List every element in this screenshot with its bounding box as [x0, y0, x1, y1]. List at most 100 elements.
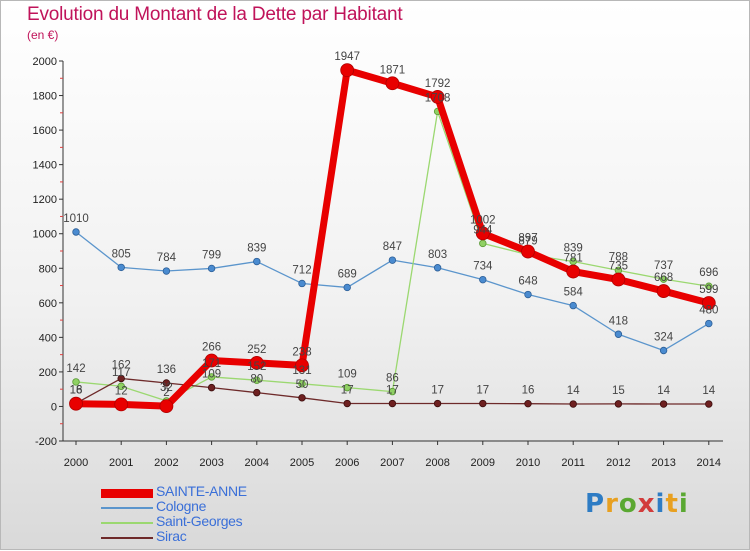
data-label-saint-georges: 737	[654, 260, 673, 272]
x-tick-label: 2006	[335, 457, 359, 469]
data-point-saint-georges	[479, 239, 487, 248]
legend-swatch	[101, 537, 153, 539]
data-point-sainte-anne	[385, 76, 400, 91]
data-label-sirac: 16	[522, 385, 535, 397]
data-label-saint-georges: 839	[564, 243, 583, 255]
data-point-cologne	[569, 301, 577, 310]
legend-swatch	[101, 522, 153, 524]
data-point-saint-georges	[705, 282, 713, 290]
y-tick-label: 1800	[33, 91, 57, 103]
y-tick-label: 800	[39, 263, 57, 275]
data-label-cologne: 803	[428, 249, 447, 261]
legend-label: Sirac	[156, 528, 187, 544]
series-cologne	[72, 228, 713, 355]
data-point-sainte-anne	[566, 264, 581, 279]
y-tick-label: 1600	[33, 125, 57, 137]
data-label-saint-georges: 152	[247, 361, 266, 373]
data-point-cologne	[117, 263, 125, 272]
data-label-cologne: 584	[564, 287, 584, 299]
data-label-sirac: 17	[386, 385, 399, 397]
data-point-sirac	[388, 399, 397, 408]
data-label-cologne: 839	[247, 243, 266, 255]
data-point-sainte-anne	[340, 63, 355, 78]
y-tick-label: 200	[39, 367, 57, 379]
data-label-saint-georges: 32	[160, 382, 173, 394]
legend-swatch	[101, 507, 153, 509]
x-tick-label: 2011	[561, 457, 585, 469]
data-label-cologne: 734	[473, 261, 493, 273]
y-tick-label: 2000	[33, 56, 57, 68]
data-label-sirac: 109	[202, 369, 221, 381]
data-label-sainte-anne: 12	[115, 385, 128, 397]
x-tick-label: 2010	[516, 457, 540, 469]
x-tick-label: 2007	[380, 457, 404, 469]
y-tick-label: 1000	[33, 229, 57, 241]
data-point-sainte-anne	[204, 353, 219, 368]
data-point-cologne	[614, 330, 623, 338]
data-label-cologne: 799	[202, 249, 221, 261]
data-point-saint-georges	[72, 378, 80, 386]
legend-swatch	[101, 489, 153, 498]
data-point-sainte-anne	[701, 296, 716, 310]
data-point-sirac	[569, 400, 577, 408]
logo-letter: i	[655, 489, 666, 519]
data-label-saint-georges: 131	[292, 365, 311, 377]
data-label-cologne: 1010	[63, 213, 89, 225]
data-label-sirac: 162	[112, 359, 131, 371]
data-point-saint-georges	[298, 380, 306, 388]
x-tick-label: 2009	[471, 457, 495, 469]
data-point-cologne	[388, 256, 397, 264]
data-label-saint-georges: 171	[202, 358, 221, 370]
x-tick-label: 2008	[425, 457, 449, 469]
logo-letter: t	[665, 489, 679, 519]
data-label-sirac: 17	[341, 385, 354, 397]
series-line-sainte-anne	[72, 66, 713, 410]
data-label-saint-georges: 142	[66, 363, 85, 375]
data-label-sainte-anne: 266	[202, 342, 221, 354]
data-label-cologne: 784	[157, 252, 177, 264]
data-point-sainte-anne	[475, 226, 490, 241]
data-label-sirac: 15	[612, 385, 625, 397]
data-label-sainte-anne: 2	[163, 387, 169, 399]
y-tick-label: 1200	[33, 194, 57, 206]
data-point-sirac	[479, 399, 487, 408]
data-point-sirac	[659, 400, 668, 408]
data-label-saint-georges: 879	[518, 236, 537, 248]
x-tick-label: 2005	[290, 457, 314, 469]
data-point-sirac	[298, 394, 306, 402]
data-point-cologne	[253, 257, 261, 266]
data-label-saint-georges: 117	[112, 367, 130, 379]
data-label-saint-georges: 86	[386, 373, 399, 385]
data-label-saint-georges: 944	[473, 224, 493, 236]
x-tick-label: 2001	[109, 457, 133, 469]
data-label-cologne: 805	[112, 248, 131, 260]
data-point-cologne	[72, 228, 80, 236]
data-point-sirac	[162, 379, 171, 387]
data-point-sainte-anne	[249, 356, 264, 370]
data-label-sirac: 18	[70, 384, 83, 396]
data-point-cologne	[659, 346, 668, 355]
data-point-sirac	[207, 383, 216, 392]
data-point-sainte-anne	[159, 399, 174, 414]
legend-label: Cologne	[156, 498, 207, 514]
logo-letter: P	[585, 489, 606, 519]
data-point-sainte-anne	[430, 90, 445, 104]
data-point-sirac	[524, 399, 532, 408]
data-label-cologne: 847	[383, 241, 402, 253]
data-point-cologne	[343, 283, 351, 292]
x-tick-label: 2000	[64, 457, 88, 469]
data-point-cologne	[705, 319, 713, 328]
data-point-sirac	[614, 400, 623, 408]
data-point-sirac	[343, 399, 351, 408]
data-label-sirac: 136	[157, 364, 176, 376]
data-point-saint-georges	[253, 376, 261, 384]
data-label-sirac: 14	[657, 385, 670, 397]
data-label-cologne: 324	[654, 331, 674, 343]
data-label-sainte-anne: 735	[609, 261, 628, 273]
y-tick-label: 400	[39, 332, 57, 344]
data-label-sainte-anne: 668	[654, 272, 673, 284]
data-point-sirac	[117, 374, 125, 383]
logo-letter: o	[618, 489, 638, 519]
data-label-sainte-anne: 1947	[334, 51, 360, 63]
